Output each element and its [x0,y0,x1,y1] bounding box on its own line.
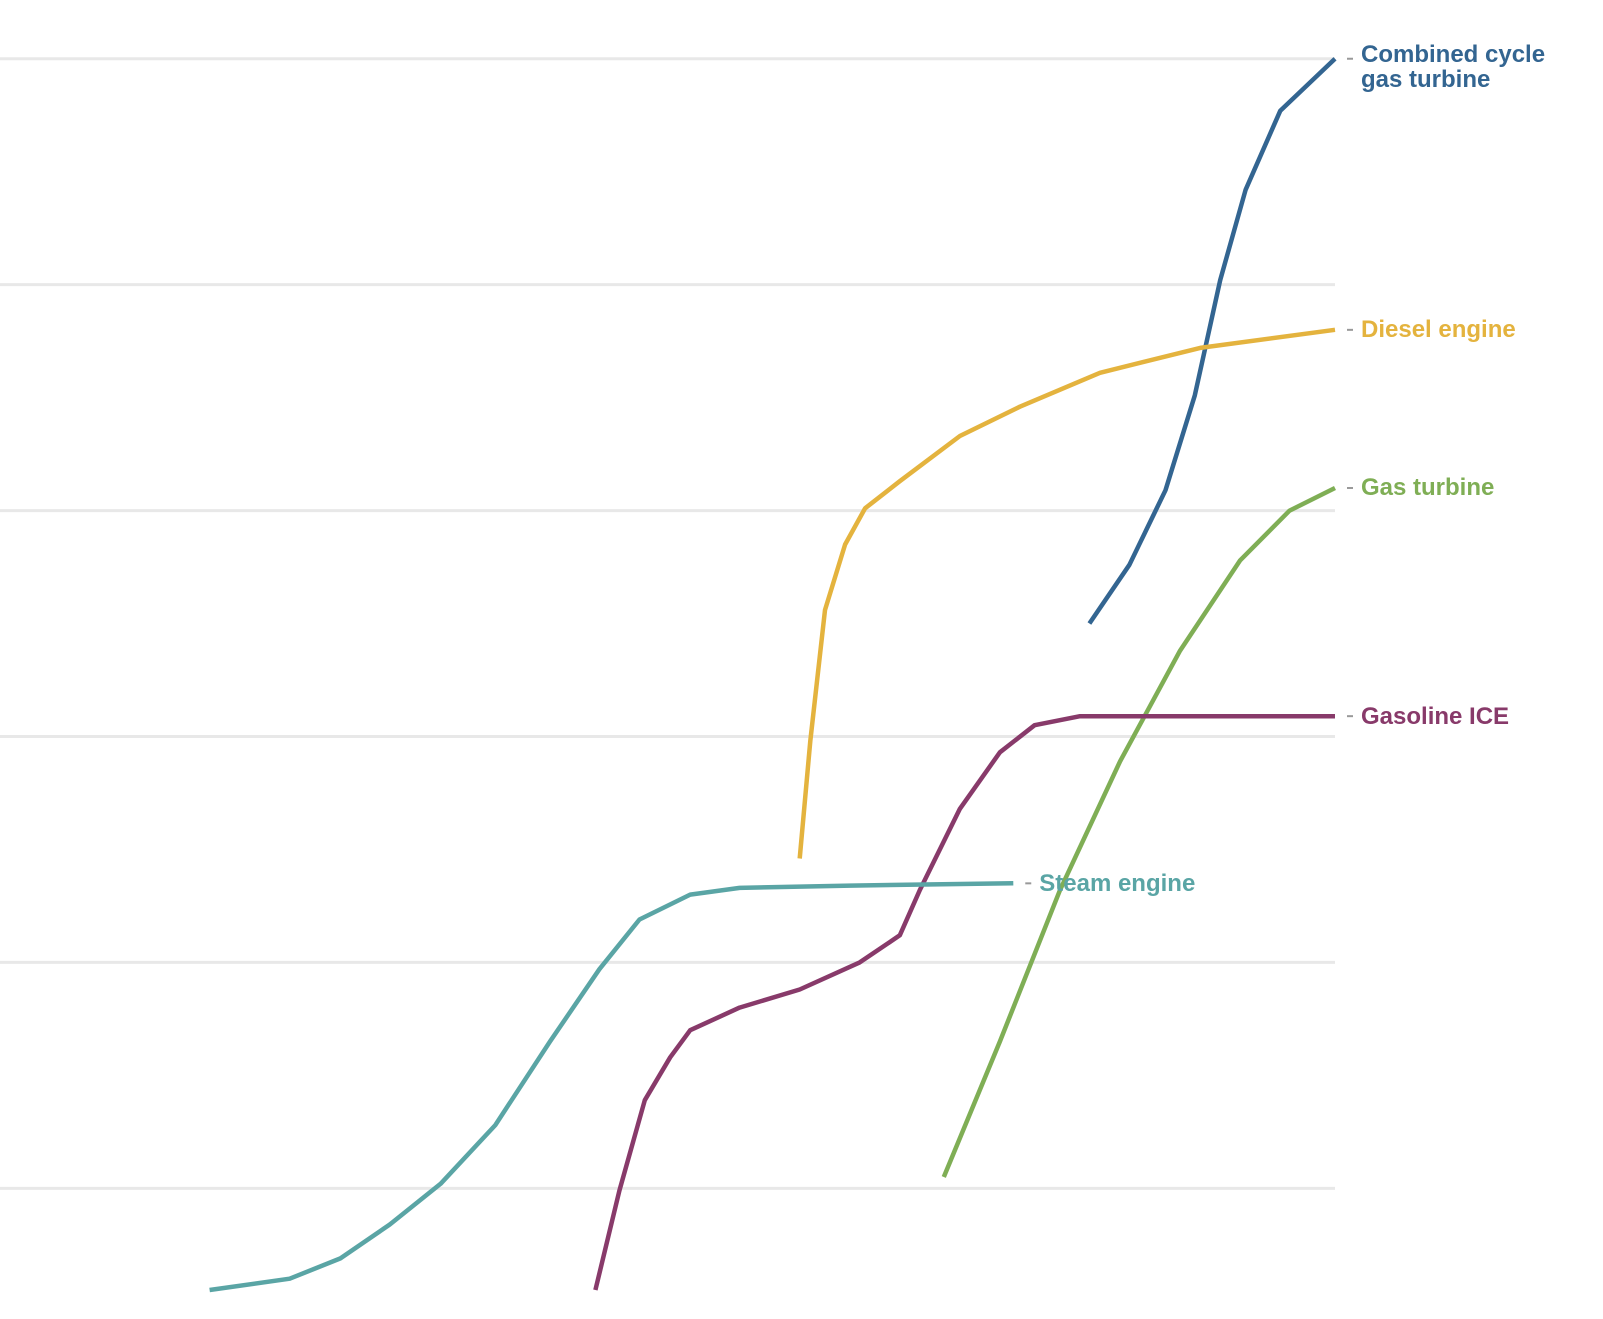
series-line [1087,57,1337,625]
series-label: Combined cycle gas turbine [1361,40,1546,93]
series-label: Steam engine [1039,869,1196,897]
series-label: Gasoline ICE [1361,702,1510,730]
series-label: Gas turbine [1361,474,1495,502]
series-line [593,713,1335,1291]
series-line [797,327,1336,859]
series-line [209,881,1014,1293]
series-line [941,485,1337,1178]
series-label: Diesel engine [1361,316,1516,344]
